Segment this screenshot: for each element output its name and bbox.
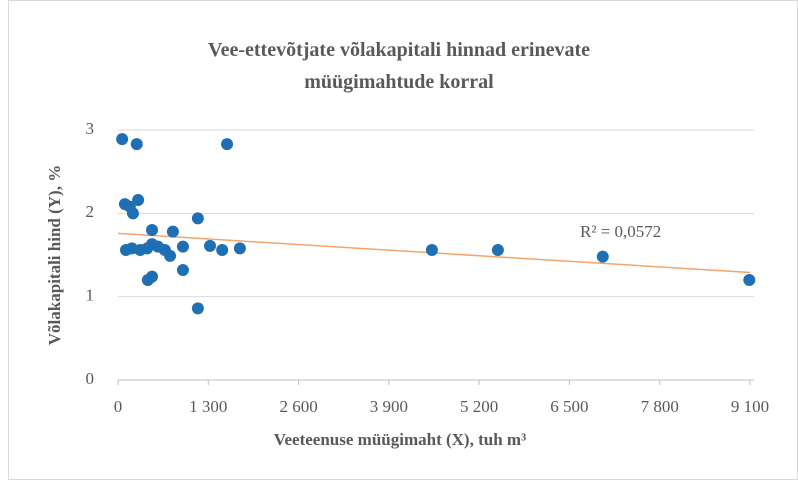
y-tick-label: 3	[86, 119, 95, 138]
point	[176, 240, 189, 253]
x-tick-label: 0	[114, 397, 123, 416]
y-axis-label: Võlakapitali hind (Y), %	[45, 165, 64, 345]
x-tick-label: 1 300	[189, 397, 227, 416]
point	[204, 239, 217, 252]
point	[126, 207, 139, 220]
point	[146, 224, 159, 236]
chart-title: Vee-ettevõtjate võlakapitali hinnad erin…	[208, 39, 590, 93]
point	[216, 244, 229, 256]
point	[191, 302, 204, 315]
point	[491, 244, 504, 256]
x-axis-label: Veeteenuse müügimaht (X), tuh m³	[274, 430, 526, 449]
point	[116, 133, 129, 146]
x-tick-label: 2 600	[279, 397, 317, 416]
y-tick-label: 1	[86, 286, 95, 305]
point	[221, 138, 234, 151]
point	[233, 242, 246, 255]
point	[596, 250, 609, 263]
point	[130, 138, 143, 151]
point	[164, 249, 177, 262]
point	[132, 194, 145, 206]
x-tick-label: 9 100	[731, 397, 769, 416]
x-tick-label: 6 500	[550, 397, 588, 416]
point	[166, 225, 179, 238]
point	[425, 244, 438, 256]
x-tick-label: 7 800	[641, 397, 679, 416]
point	[176, 264, 189, 276]
point	[743, 274, 756, 286]
y-tick-label: 2	[86, 202, 95, 221]
y-tick-label: 0	[86, 369, 95, 388]
x-tick-label: 5 200	[460, 397, 498, 416]
x-tick-label: 3 900	[370, 397, 408, 416]
point	[191, 212, 204, 225]
annotation: R² = 0,0572	[580, 222, 661, 241]
point	[146, 270, 159, 283]
